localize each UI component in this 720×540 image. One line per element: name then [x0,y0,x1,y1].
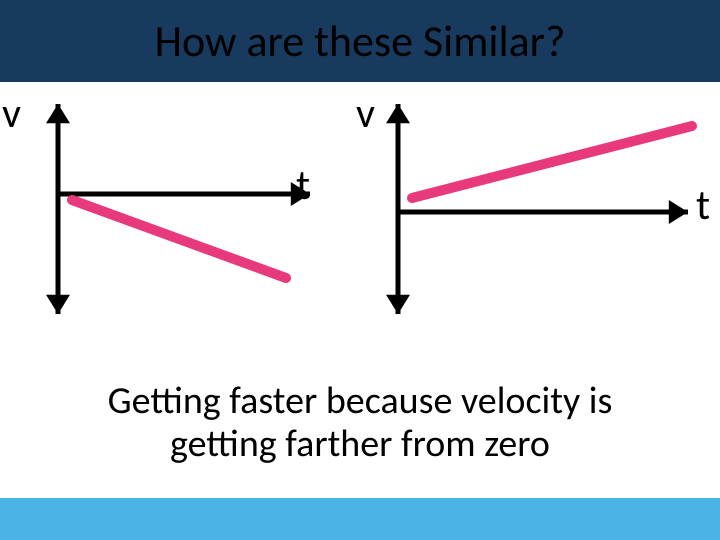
chart-right-y-label: v [356,88,375,139]
chart-left-x-label: t [296,160,310,211]
chart-right [368,94,708,324]
footer-band [0,498,720,540]
title-band: How are these Similar? [0,0,720,82]
chart-left-y-label: v [2,88,21,139]
chart-right-x-label: t [696,180,710,231]
slide-title: How are these Similar? [155,14,566,68]
caption-line-1: Getting faster because velocity is [108,378,613,424]
caption-line-2: getting farther from zero [170,421,550,467]
slide-caption: Getting faster because velocity is getti… [0,380,720,465]
chart-left [20,94,320,324]
